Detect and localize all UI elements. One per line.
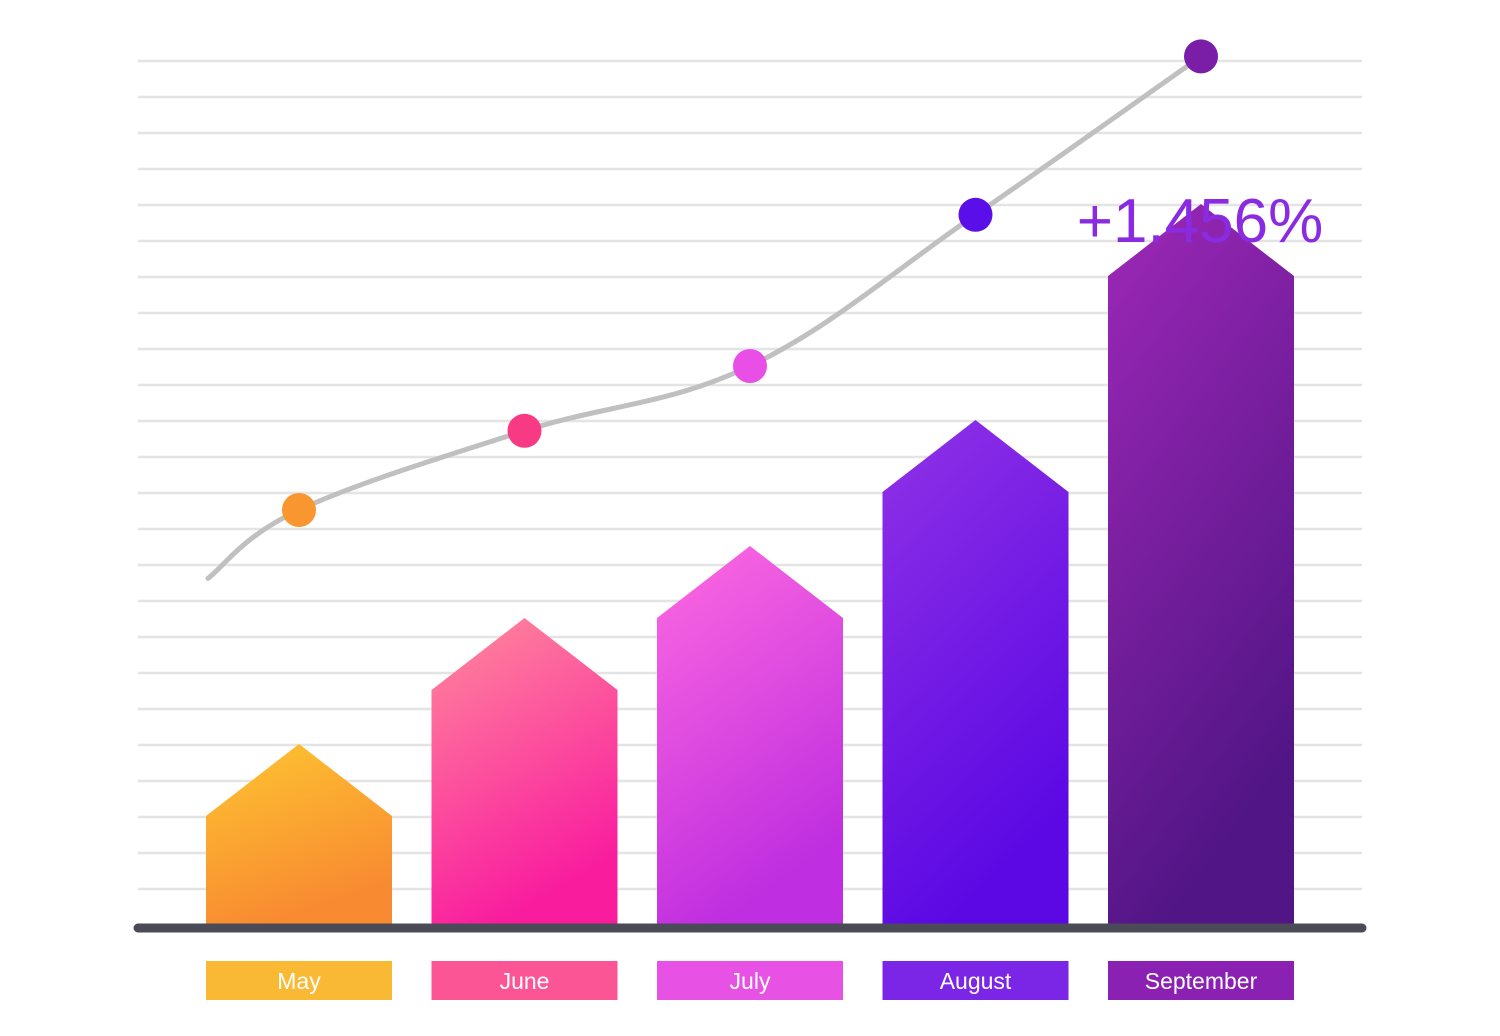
trend-point-may [282,493,316,527]
growth-annotation: +1.456% [1077,187,1324,256]
category-label-may: May [277,968,321,994]
category-label-bg [882,961,1069,1000]
bar-june [431,618,618,924]
bar-august [882,420,1069,924]
bar-july [657,546,843,924]
bar-september [1108,204,1294,924]
category-label-june: June [500,968,550,994]
category-label-september: September [1145,968,1258,994]
category-label-bg [657,961,843,1000]
category-label-bg [431,961,618,1000]
category-label-august: August [940,968,1012,994]
category-label-bg [206,961,392,1000]
category-labels: May June July August September [206,961,1294,1000]
category-label-bg [1108,961,1294,1000]
category-label-july: July [730,968,771,994]
bar-may [206,744,392,924]
trend-point-september [1184,39,1218,74]
trend-point-july [733,349,767,383]
bars [206,204,1294,924]
trend-line-group [205,39,1218,581]
trend-point-august [958,197,993,232]
trend-point-june [507,413,542,448]
